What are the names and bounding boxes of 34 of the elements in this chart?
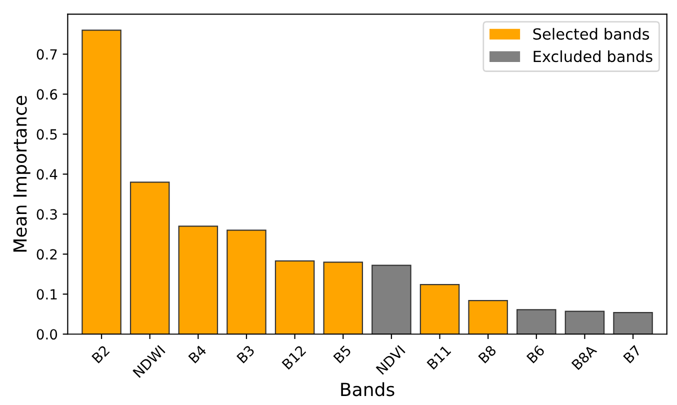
y-tick-label: 0.6 [36,89,58,100]
legend-label: Excluded bands [534,50,652,62]
y-tick-label: 0.0 [36,329,58,340]
bar [274,260,315,334]
x-tick-label: B4 [188,344,207,364]
y-tick-label: 0.3 [36,209,57,220]
x-tick-label: B5 [333,345,352,364]
y-tick-label: 0.2 [36,249,57,260]
bar [226,230,266,334]
bar [130,182,170,334]
x-axis-title: Bands [341,382,394,396]
x-tick-label: B2 [91,345,110,364]
x-tick-label: B3 [236,344,256,364]
bar [564,310,605,334]
y-tick-label: 0.1 [36,289,57,300]
y-axis-title: Mean Importance [13,96,30,252]
x-tick-label: B8A [571,344,598,370]
bar [82,30,122,334]
x-tick-label: B6 [526,344,546,364]
bar [323,262,363,334]
bar [420,284,460,334]
y-tick-label: 0.7 [36,49,57,60]
bar [468,300,508,334]
legend-label: Selected bands [533,28,650,40]
y-tick-label: 0.5 [36,129,57,140]
bar [516,309,556,334]
x-tick-label: B11 [426,345,452,370]
x-tick-label: B12 [282,345,306,370]
bar [613,312,653,334]
x-tick-label: B7 [623,344,642,364]
bar [372,264,412,334]
bar [178,226,218,334]
x-tick-label: B8 [478,344,497,364]
y-tick-label: 0.4 [36,169,58,180]
